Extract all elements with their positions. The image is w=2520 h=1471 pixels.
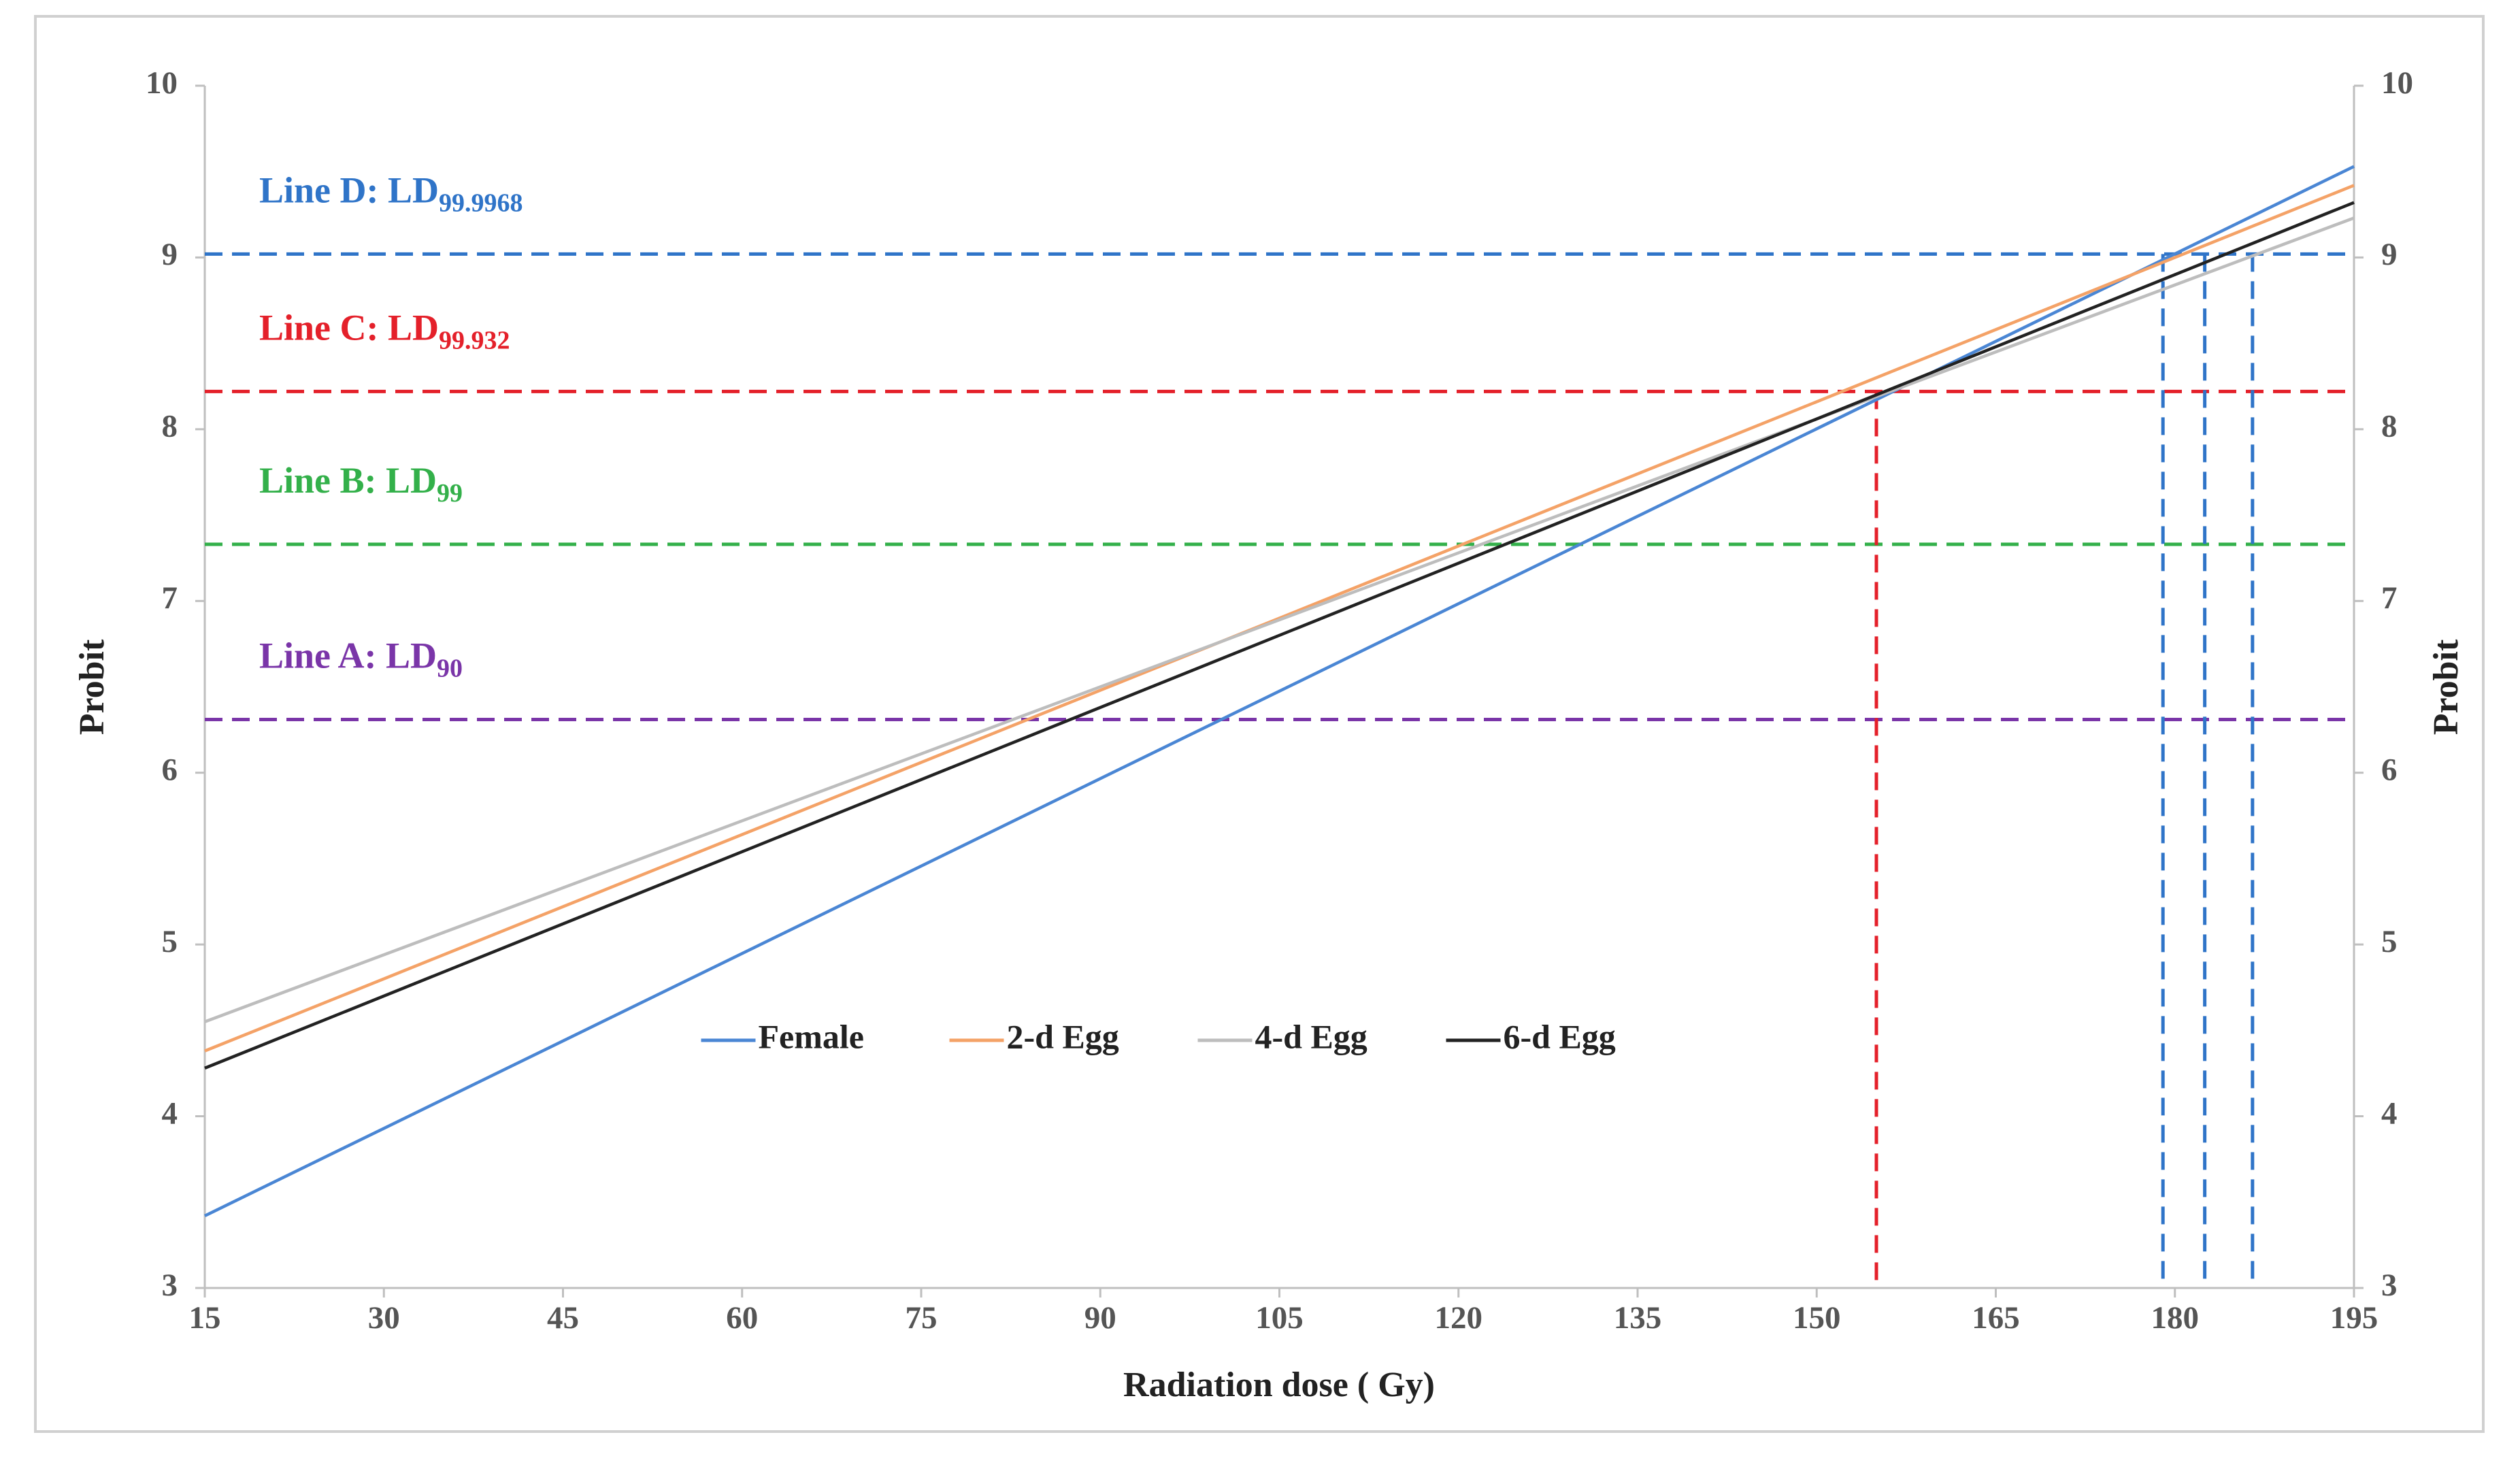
series-line: [204, 165, 2355, 1218]
reference-label: Line C: LD99.932: [259, 308, 510, 354]
reference-label-text: Line D: LD: [259, 170, 439, 211]
legend-label: Female: [759, 1017, 864, 1055]
x-axis-title: Radiation dose ( Gy): [1123, 1366, 1435, 1404]
reference-label: Line B: LD99: [259, 460, 463, 507]
y-tick-label: 3: [162, 1268, 178, 1303]
reference-label-sub: 90: [437, 654, 463, 682]
reference-label-sub: 99: [437, 479, 463, 508]
y2-tick-label: 4: [2381, 1095, 2398, 1131]
legend-label: 4-d Egg: [1255, 1017, 1367, 1055]
y2-tick-label: 10: [2381, 65, 2413, 101]
y-tick-label: 5: [162, 924, 178, 959]
y2-tick-label: 9: [2381, 237, 2398, 272]
x-tick-label: 45: [547, 1300, 579, 1336]
x-tick-label: 75: [906, 1300, 938, 1336]
x-tick-label: 180: [2151, 1300, 2200, 1336]
x-tick-label: 150: [1793, 1300, 1841, 1336]
y2-tick-label: 6: [2381, 752, 2398, 787]
reference-label-sub: 99.932: [439, 326, 510, 354]
reference-label-sub: 99.9968: [439, 188, 523, 217]
y2-tick-label: 5: [2381, 924, 2398, 959]
x-tick-label: 30: [368, 1300, 400, 1336]
y2-tick-label: 3: [2381, 1268, 2398, 1303]
reference-label: Line D: LD99.9968: [259, 170, 523, 217]
series-line: [204, 184, 2355, 1053]
x-tick-label: 105: [1255, 1300, 1304, 1336]
y-tick-label: 10: [146, 65, 178, 101]
y-axis-title: Probit: [73, 639, 112, 735]
chart-frame: [34, 15, 2485, 1433]
y-tick-label: 7: [162, 580, 178, 616]
series-line: [204, 201, 2355, 1070]
y-tick-label: 6: [162, 752, 178, 787]
legend-label: 2-d Egg: [1007, 1017, 1119, 1055]
x-tick-label: 135: [1614, 1300, 1662, 1336]
x-tick-label: 15: [189, 1300, 221, 1336]
y2-axis-title: Probit: [2427, 639, 2466, 735]
y-tick-label: 4: [162, 1095, 178, 1131]
x-tick-label: 90: [1084, 1300, 1116, 1336]
reference-label-text: Line B: LD: [259, 460, 437, 501]
y2-tick-label: 7: [2381, 580, 2398, 616]
series-line: [204, 216, 2355, 1023]
reference-label: Line A: LD90: [259, 635, 463, 682]
reference-label-text: Line A: LD: [259, 635, 437, 676]
y2-tick-label: 8: [2381, 409, 2398, 444]
legend-label: 6-d Egg: [1504, 1017, 1616, 1055]
x-tick-label: 60: [726, 1300, 758, 1336]
x-tick-label: 165: [1972, 1300, 2020, 1336]
x-tick-label: 120: [1435, 1300, 1483, 1336]
reference-label-text: Line C: LD: [259, 308, 439, 348]
y-tick-label: 9: [162, 237, 178, 272]
y-tick-label: 8: [162, 409, 178, 444]
x-tick-label: 195: [2330, 1300, 2378, 1336]
